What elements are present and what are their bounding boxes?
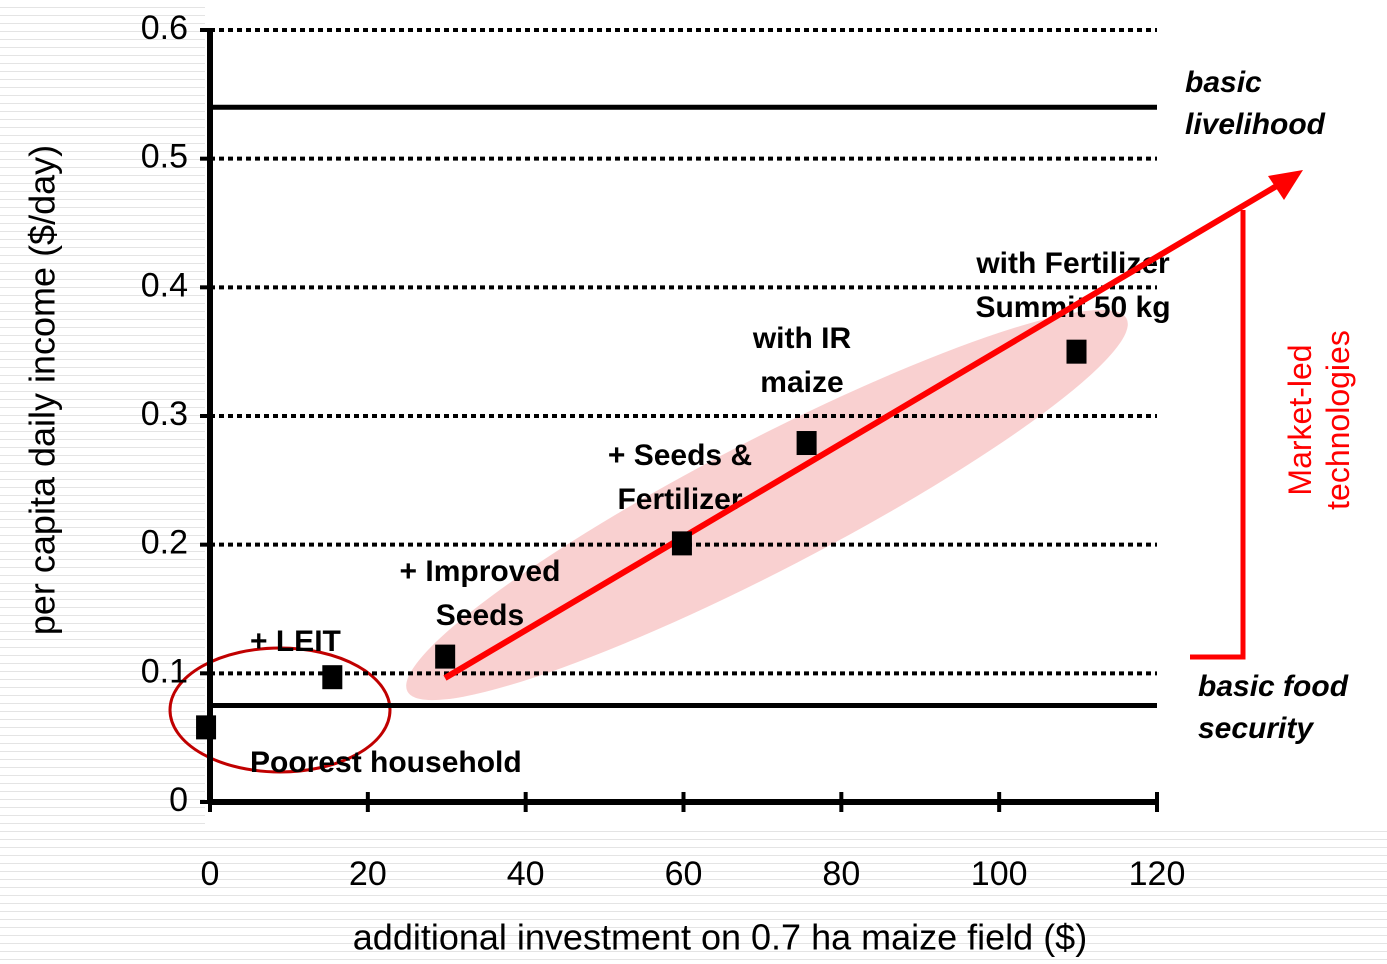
point-label: with IR maize xyxy=(752,322,852,399)
bracket xyxy=(1190,210,1246,660)
bracket-label: Market-ledtechnologies xyxy=(1282,330,1356,510)
point xyxy=(1066,339,1087,364)
y-tick-label: 0.2 xyxy=(141,524,188,562)
point xyxy=(796,431,817,456)
x-tick-label: 40 xyxy=(507,855,545,893)
point-label: + LEIT xyxy=(250,625,341,658)
reference-label: basic food security xyxy=(1198,670,1349,745)
point xyxy=(435,644,456,669)
point-label: Poorest household xyxy=(250,746,522,779)
x-tick-label: 120 xyxy=(1129,855,1186,893)
x-tick-label: 0 xyxy=(201,855,220,893)
highlight-ellipse xyxy=(406,309,1128,701)
y-tick-label: 0 xyxy=(169,781,188,819)
point-label: + Improved Seeds xyxy=(400,555,561,632)
x-tick-label: 20 xyxy=(349,855,387,893)
y-tick-label: 0.3 xyxy=(141,395,188,433)
highlight-circle xyxy=(168,646,392,774)
y-tick-label: 0.5 xyxy=(141,138,188,176)
y-tick-label: 0.6 xyxy=(141,9,188,47)
x-tick-label: 80 xyxy=(822,855,860,893)
reference-label: basic livelihood xyxy=(1185,66,1326,141)
x-axis-title: additional investment on 0.7 ha maize fi… xyxy=(353,917,1087,958)
point-label: + Seeds & Fertilizer xyxy=(608,439,752,516)
y-tick-label: 0.4 xyxy=(141,266,188,304)
x-tick-label: 60 xyxy=(665,855,703,893)
point xyxy=(322,665,343,690)
point xyxy=(196,715,217,740)
arrow-head xyxy=(1268,170,1303,200)
point xyxy=(671,531,692,556)
x-tick-label: 100 xyxy=(971,855,1028,893)
y-axis-title: per capita daily income ($/day) xyxy=(22,145,63,635)
trend-arrow xyxy=(443,181,1282,681)
y-tick-label: 0.1 xyxy=(141,652,188,690)
